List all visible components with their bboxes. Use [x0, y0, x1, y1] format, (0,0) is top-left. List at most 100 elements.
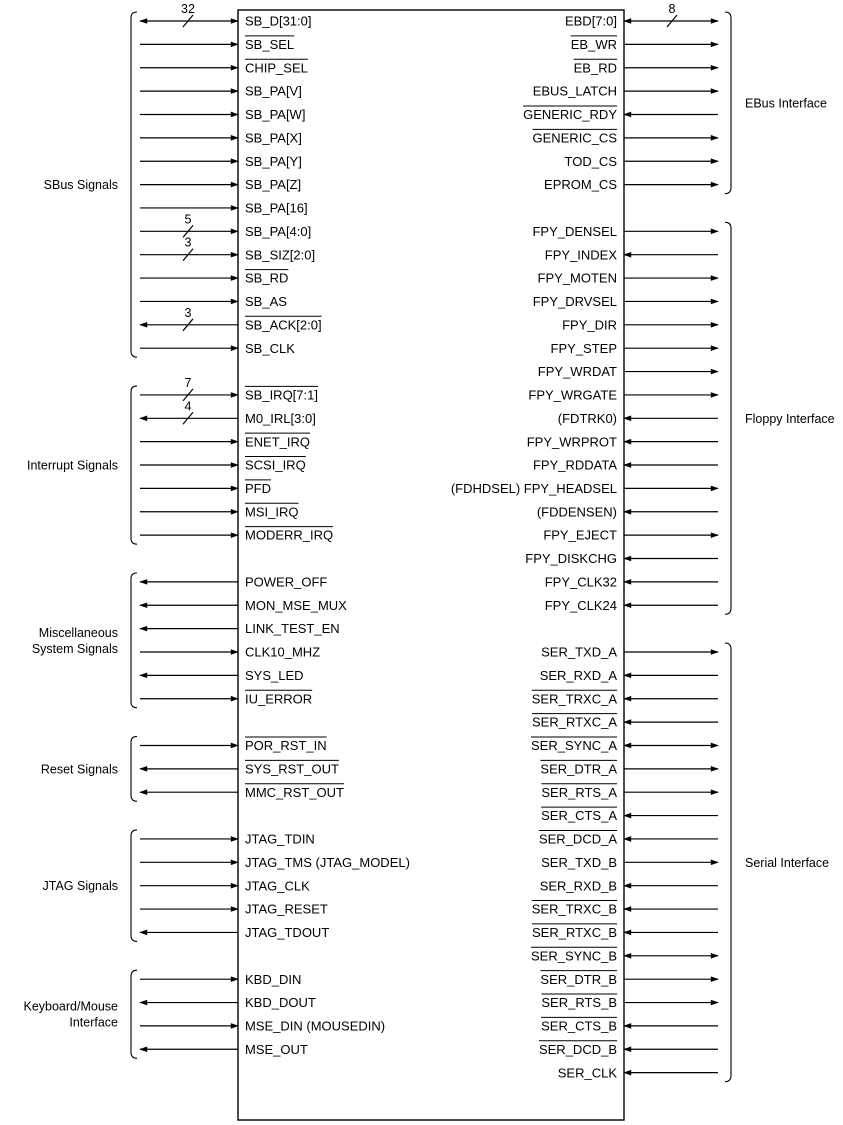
- signal-label-sb-siz-2-0: SB_SIZ[2:0]: [245, 247, 315, 262]
- signal-label-iu-error: IU_ERROR: [245, 691, 312, 706]
- group-label-miscellaneous-system-signals: Miscellaneous: [39, 626, 118, 640]
- signal-label-sb-pa-v: SB_PA[V]: [245, 84, 302, 99]
- signal-label-ser-rxd-b: SER_RXD_B: [540, 878, 617, 893]
- signal-label-moderr-irq: MODERR_IRQ: [245, 528, 333, 543]
- group-label-serial-interface: Serial Interface: [745, 856, 829, 870]
- signal-label-sb-clk: SB_CLK: [245, 341, 295, 356]
- signal-label-sb-irq-7-1: SB_IRQ[7:1]: [245, 388, 318, 403]
- bus-width-m0-irl-3-0: 4: [185, 399, 192, 413]
- group-brace-floppy-interface: [724, 221, 732, 615]
- group-label-reset-signals: Reset Signals: [41, 762, 118, 776]
- group-brace-jtag-signals: [130, 829, 138, 942]
- group-label-keyboard-mouse-interface: Interface: [69, 1016, 118, 1030]
- group-brace-serial-interface: [724, 642, 732, 1083]
- signal-label-fpy-rddata: FPY_RDDATA: [533, 458, 617, 473]
- signal-label-ser-rts-a: SER_RTS_A: [541, 785, 617, 800]
- signal-label-kbd-din: KBD_DIN: [245, 972, 301, 987]
- group-label-interrupt-signals: Interrupt Signals: [27, 459, 118, 473]
- signal-label-pfd: PFD: [245, 481, 271, 496]
- bus-slash-m0-irl-3-0: [182, 411, 194, 425]
- bus-width-sb-irq-7-1: 7: [185, 376, 192, 390]
- signal-label-ser-sync-a: SER_SYNC_A: [531, 738, 617, 753]
- signal-label-fpy-wrprot: FPY_WRPROT: [527, 434, 617, 449]
- signal-label-fpy-dir: FPY_DIR: [562, 317, 617, 332]
- signal-label-ser-rxd-a: SER_RXD_A: [540, 668, 618, 683]
- signal-label-tod-cs: TOD_CS: [565, 154, 618, 169]
- signal-label-jtag-tdin: JTAG_TDIN: [245, 832, 315, 847]
- bus-slash-sb-ack-2-0: [182, 318, 194, 332]
- signal-label-fpy-clk32: FPY_CLK32: [545, 574, 617, 589]
- signal-label-ebd-7-0: EBD[7:0]: [565, 14, 617, 29]
- signal-label-power-off: POWER_OFF: [245, 574, 327, 589]
- signal-label-ser-cts-a: SER_CTS_A: [541, 808, 617, 823]
- signal-label-sb-d-31-0: SB_D[31:0]: [245, 14, 312, 29]
- group-label-keyboard-mouse-interface: Keyboard/Mouse: [23, 1000, 118, 1014]
- signal-label-fpy-clk24: FPY_CLK24: [545, 598, 617, 613]
- bus-width-sb-ack-2-0: 3: [185, 306, 192, 320]
- bus-slash-sb-d-31-0: [182, 14, 194, 28]
- group-brace-ebus-interface: [724, 11, 732, 195]
- signal-label-jtag-tms-jtag-model: JTAG_TMS (JTAG_MODEL): [245, 855, 410, 870]
- signal-label-sys-led: SYS_LED: [245, 668, 304, 683]
- signal-label-enet-irq: ENET_IRQ: [245, 434, 310, 449]
- signal-label-ebus-latch: EBUS_LATCH: [533, 84, 617, 99]
- signal-label-ser-txd-a: SER_TXD_A: [541, 645, 617, 660]
- signal-label-fpy-drvsel: FPY_DRVSEL: [533, 294, 617, 309]
- signal-label-sb-rd: SB_RD: [245, 271, 288, 286]
- signal-label-fpy-wrgate: FPY_WRGATE: [528, 388, 617, 403]
- signal-label-fpy-index: FPY_INDEX: [545, 247, 618, 262]
- signal-label-sb-ack-2-0: SB_ACK[2:0]: [245, 317, 322, 332]
- bus-width-sb-d-31-0: 32: [181, 2, 195, 16]
- signal-label-ser-dcd-a: SER_DCD_A: [539, 832, 617, 847]
- signal-label-clk10-mhz: CLK10_MHZ: [245, 645, 320, 660]
- signal-label-sb-pa-x: SB_PA[X]: [245, 130, 302, 145]
- signal-label-sb-pa-4-0: SB_PA[4:0]: [245, 224, 311, 239]
- signal-label-ser-trxc-a: SER_TRXC_A: [532, 691, 618, 706]
- signal-label-msi-irq: MSI_IRQ: [245, 504, 298, 519]
- signal-label-ser-rtxc-a: SER_RTXC_A: [532, 715, 617, 730]
- signal-label-fdtrk0: (FDTRK0): [558, 411, 617, 426]
- signal-label-jtag-tdout: JTAG_TDOUT: [245, 925, 329, 940]
- signal-label-fpy-densel: FPY_DENSEL: [532, 224, 617, 239]
- signal-label-fpy-moten: FPY_MOTEN: [538, 271, 617, 286]
- signal-label-generic-cs: GENERIC_CS: [532, 130, 617, 145]
- bus-slash-sb-pa-4-0: [182, 224, 194, 238]
- signal-label-kbd-dout: KBD_DOUT: [245, 995, 316, 1010]
- signal-label-sb-pa-w: SB_PA[W]: [245, 107, 305, 122]
- bus-slash-sb-irq-7-1: [182, 388, 194, 402]
- group-label-jtag-signals: JTAG Signals: [43, 879, 119, 893]
- signal-label-link-test-en: LINK_TEST_EN: [245, 621, 340, 636]
- signal-label-ser-trxc-b: SER_TRXC_B: [532, 902, 617, 917]
- signal-label-scsi-irq: SCSI_IRQ: [245, 458, 306, 473]
- signal-label-ser-clk: SER_CLK: [558, 1065, 618, 1080]
- group-brace-miscellaneous-system-signals: [130, 572, 138, 709]
- signal-label-sb-pa-16: SB_PA[16]: [245, 201, 308, 216]
- signal-label-fpy-wrdat: FPY_WRDAT: [538, 364, 617, 379]
- signal-label-sb-sel: SB_SEL: [245, 37, 294, 52]
- signal-label-eprom-cs: EPROM_CS: [544, 177, 617, 192]
- signal-label-fpy-diskchg: FPY_DISKCHG: [525, 551, 617, 566]
- signal-label-fddensen: (FDDENSEN): [537, 504, 617, 519]
- signal-label-mon-mse-mux: MON_MSE_MUX: [245, 598, 347, 613]
- group-brace-interrupt-signals: [130, 385, 138, 545]
- chip-body: [237, 9, 625, 1121]
- signal-label-mmc-rst-out: MMC_RST_OUT: [245, 785, 344, 800]
- group-brace-reset-signals: [130, 735, 138, 802]
- signal-label-ser-dtr-b: SER_DTR_B: [540, 972, 617, 987]
- signal-label-m0-irl-3-0: M0_IRL[3:0]: [245, 411, 316, 426]
- signal-label-sys-rst-out: SYS_RST_OUT: [245, 761, 339, 776]
- signal-label-jtag-reset: JTAG_RESET: [245, 902, 328, 917]
- signal-label-sb-as: SB_AS: [245, 294, 287, 309]
- signal-label-ser-dcd-b: SER_DCD_B: [539, 1042, 617, 1057]
- bus-slash-sb-siz-2-0: [182, 248, 194, 262]
- signal-label-eb-wr: EB_WR: [571, 37, 617, 52]
- signal-label-por-rst-in: POR_RST_IN: [245, 738, 327, 753]
- group-label-ebus-interface: EBus Interface: [745, 96, 827, 110]
- bus-slash-ebd-7-0: [666, 14, 678, 28]
- group-brace-sbus-signals: [130, 11, 138, 358]
- signal-label-fdhdsel-fpy-headsel: (FDHDSEL) FPY_HEADSEL: [451, 481, 617, 496]
- signal-label-chip-sel: CHIP_SEL: [245, 60, 308, 75]
- signal-label-sb-pa-y: SB_PA[Y]: [245, 154, 302, 169]
